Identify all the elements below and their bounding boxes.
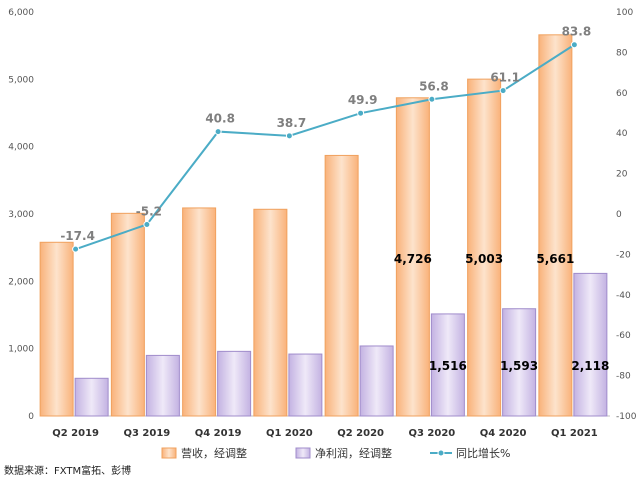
- revenue-bar: [538, 34, 573, 417]
- right-tick-label: 40: [616, 129, 628, 139]
- right-tick-label: -60: [616, 331, 631, 341]
- data-labels: -17.4 -5.2 40.8 38.7 49.9 56.8 61.1 83.8 4,726 5,…: [60, 25, 609, 373]
- left-tick-label: 6,000: [8, 8, 34, 18]
- net-profit-bar: [145, 354, 180, 417]
- legend-net-profit-label: 净利润，经调整: [315, 446, 392, 460]
- growth-data-label: 83.8: [562, 25, 592, 39]
- growth-point: [499, 87, 507, 95]
- revenue-bar: [110, 212, 145, 417]
- growth-point: [214, 128, 222, 136]
- x-tick-label: Q1 2020: [266, 428, 313, 439]
- revenue-bar: [467, 78, 502, 417]
- source-note: 数据来源：FXTM富拓、彭博: [4, 464, 131, 477]
- right-tick-label: 80: [616, 48, 628, 58]
- legend-growth-label: 同比增长%: [456, 446, 510, 460]
- legend-revenue-label: 营收，经调整: [181, 446, 247, 460]
- right-tick-label: 20: [616, 170, 628, 180]
- net-profit-data-label: 1,593: [500, 359, 538, 373]
- growth-point: [143, 221, 151, 229]
- growth-point: [428, 95, 436, 103]
- growth-line: [72, 41, 578, 253]
- growth-data-label: 40.8: [205, 112, 235, 126]
- x-tick-label: Q4 2019: [195, 428, 242, 439]
- x-tick-label: Q4 2020: [480, 428, 527, 439]
- x-tick-label: Q3 2020: [408, 428, 455, 439]
- growth-line-path: [75, 43, 575, 251]
- net-profit-bar: [217, 350, 252, 417]
- right-tick-label: 60: [616, 89, 628, 99]
- growth-point: [285, 132, 293, 140]
- right-tick-label: 100: [616, 8, 633, 18]
- revenue-bar: [39, 241, 74, 417]
- growth-data-label: 61.1: [490, 71, 520, 85]
- revenue-bar: [253, 208, 288, 417]
- x-tick-label: Q3 2019: [123, 428, 170, 439]
- x-tick-label: Q2 2019: [52, 428, 99, 439]
- net-profit-bar: [430, 313, 465, 417]
- net-profit-data-label: 1,516: [429, 359, 467, 373]
- revenue-data-label: 5,003: [465, 252, 503, 266]
- net-profit-bar: [74, 377, 109, 417]
- net-profit-bar: [288, 353, 323, 417]
- growth-point: [72, 245, 80, 253]
- left-tick-label: 4,000: [8, 143, 34, 153]
- legend-net-profit-swatch: [295, 447, 311, 459]
- growth-point: [357, 109, 365, 117]
- bars: [39, 34, 608, 417]
- revenue-data-label: 4,726: [394, 252, 432, 266]
- net-profit-bar: [573, 272, 608, 417]
- revenue-data-label: 5,661: [536, 252, 574, 266]
- right-tick-label: -100: [616, 412, 637, 422]
- axes: 0 1,000 2,000 3,000 4,000 5,000 6,000 -100 -80 -6…: [8, 8, 636, 439]
- x-tick-label: Q2 2020: [337, 428, 384, 439]
- growth-point: [570, 41, 578, 49]
- growth-data-label: -5.2: [136, 205, 162, 219]
- right-tick-label: 0: [616, 210, 622, 220]
- growth-data-label: 38.7: [277, 116, 307, 130]
- net-profit-bar: [502, 308, 537, 417]
- revenue-bar: [395, 97, 430, 417]
- growth-data-label: -17.4: [60, 229, 95, 243]
- left-tick-label: 0: [28, 412, 34, 422]
- legend-growth-marker: [437, 449, 445, 457]
- right-tick-label: -40: [616, 291, 631, 301]
- right-tick-label: -20: [616, 250, 631, 260]
- legend: 营收，经调整 净利润，经调整 同比增长%: [161, 446, 510, 460]
- revenue-bar: [182, 207, 217, 417]
- growth-data-label: 56.8: [419, 79, 449, 93]
- left-tick-label: 1,000: [8, 345, 34, 355]
- revenue-bar: [324, 154, 359, 417]
- left-tick-label: 2,000: [8, 277, 34, 287]
- legend-revenue-swatch: [161, 447, 177, 459]
- net-profit-bar: [359, 345, 394, 417]
- left-tick-label: 5,000: [8, 75, 34, 85]
- growth-data-label: 49.9: [348, 93, 378, 107]
- right-tick-label: -80: [616, 372, 631, 382]
- net-profit-data-label: 2,118: [571, 359, 609, 373]
- left-tick-label: 3,000: [8, 210, 34, 220]
- x-tick-label: Q1 2021: [551, 428, 598, 439]
